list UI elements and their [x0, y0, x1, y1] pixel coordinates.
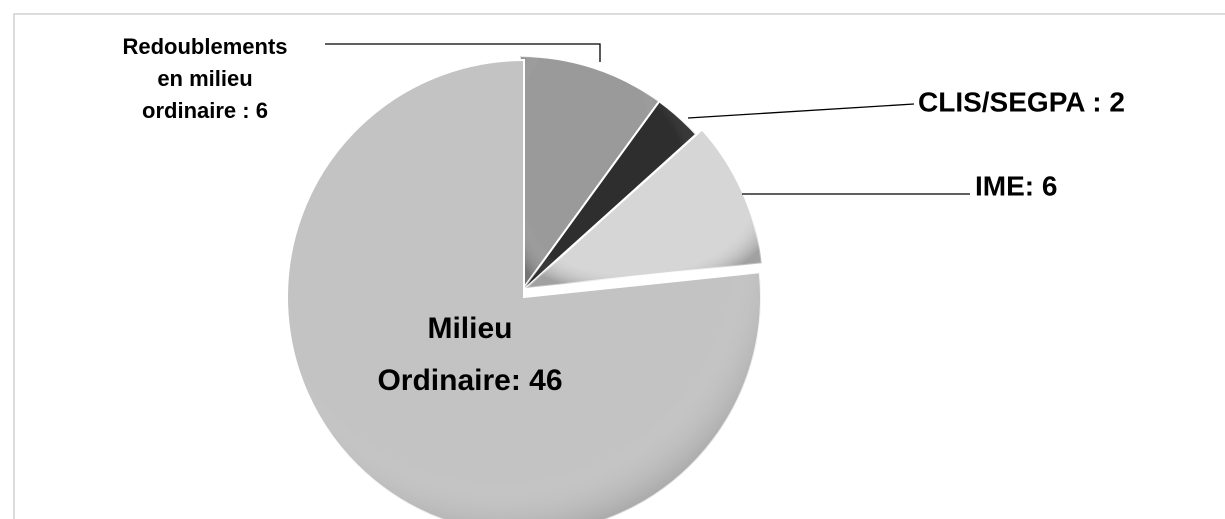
- slice-label: en milieu: [157, 66, 252, 91]
- leader-line: [325, 43, 601, 62]
- slice-shade: [287, 60, 761, 519]
- slice-label: CLIS/SEGPA : 2: [918, 86, 1125, 117]
- leader-line: [687, 103, 915, 119]
- slice-shade: [520, 56, 660, 293]
- slice-label: ordinaire : 6: [142, 98, 268, 123]
- labels: Redoublements en milieu ordinaire : 6 CLIS/…: [122, 34, 1124, 397]
- slice-shade: [526, 129, 762, 288]
- slice-label: Milieu: [427, 312, 512, 345]
- slice-label: IME: 6: [975, 170, 1057, 201]
- slice-label: Redoublements: [122, 34, 287, 59]
- pie: [286, 54, 763, 519]
- slice-label: Ordinaire: 46: [377, 364, 562, 397]
- slice-shade: [520, 101, 697, 293]
